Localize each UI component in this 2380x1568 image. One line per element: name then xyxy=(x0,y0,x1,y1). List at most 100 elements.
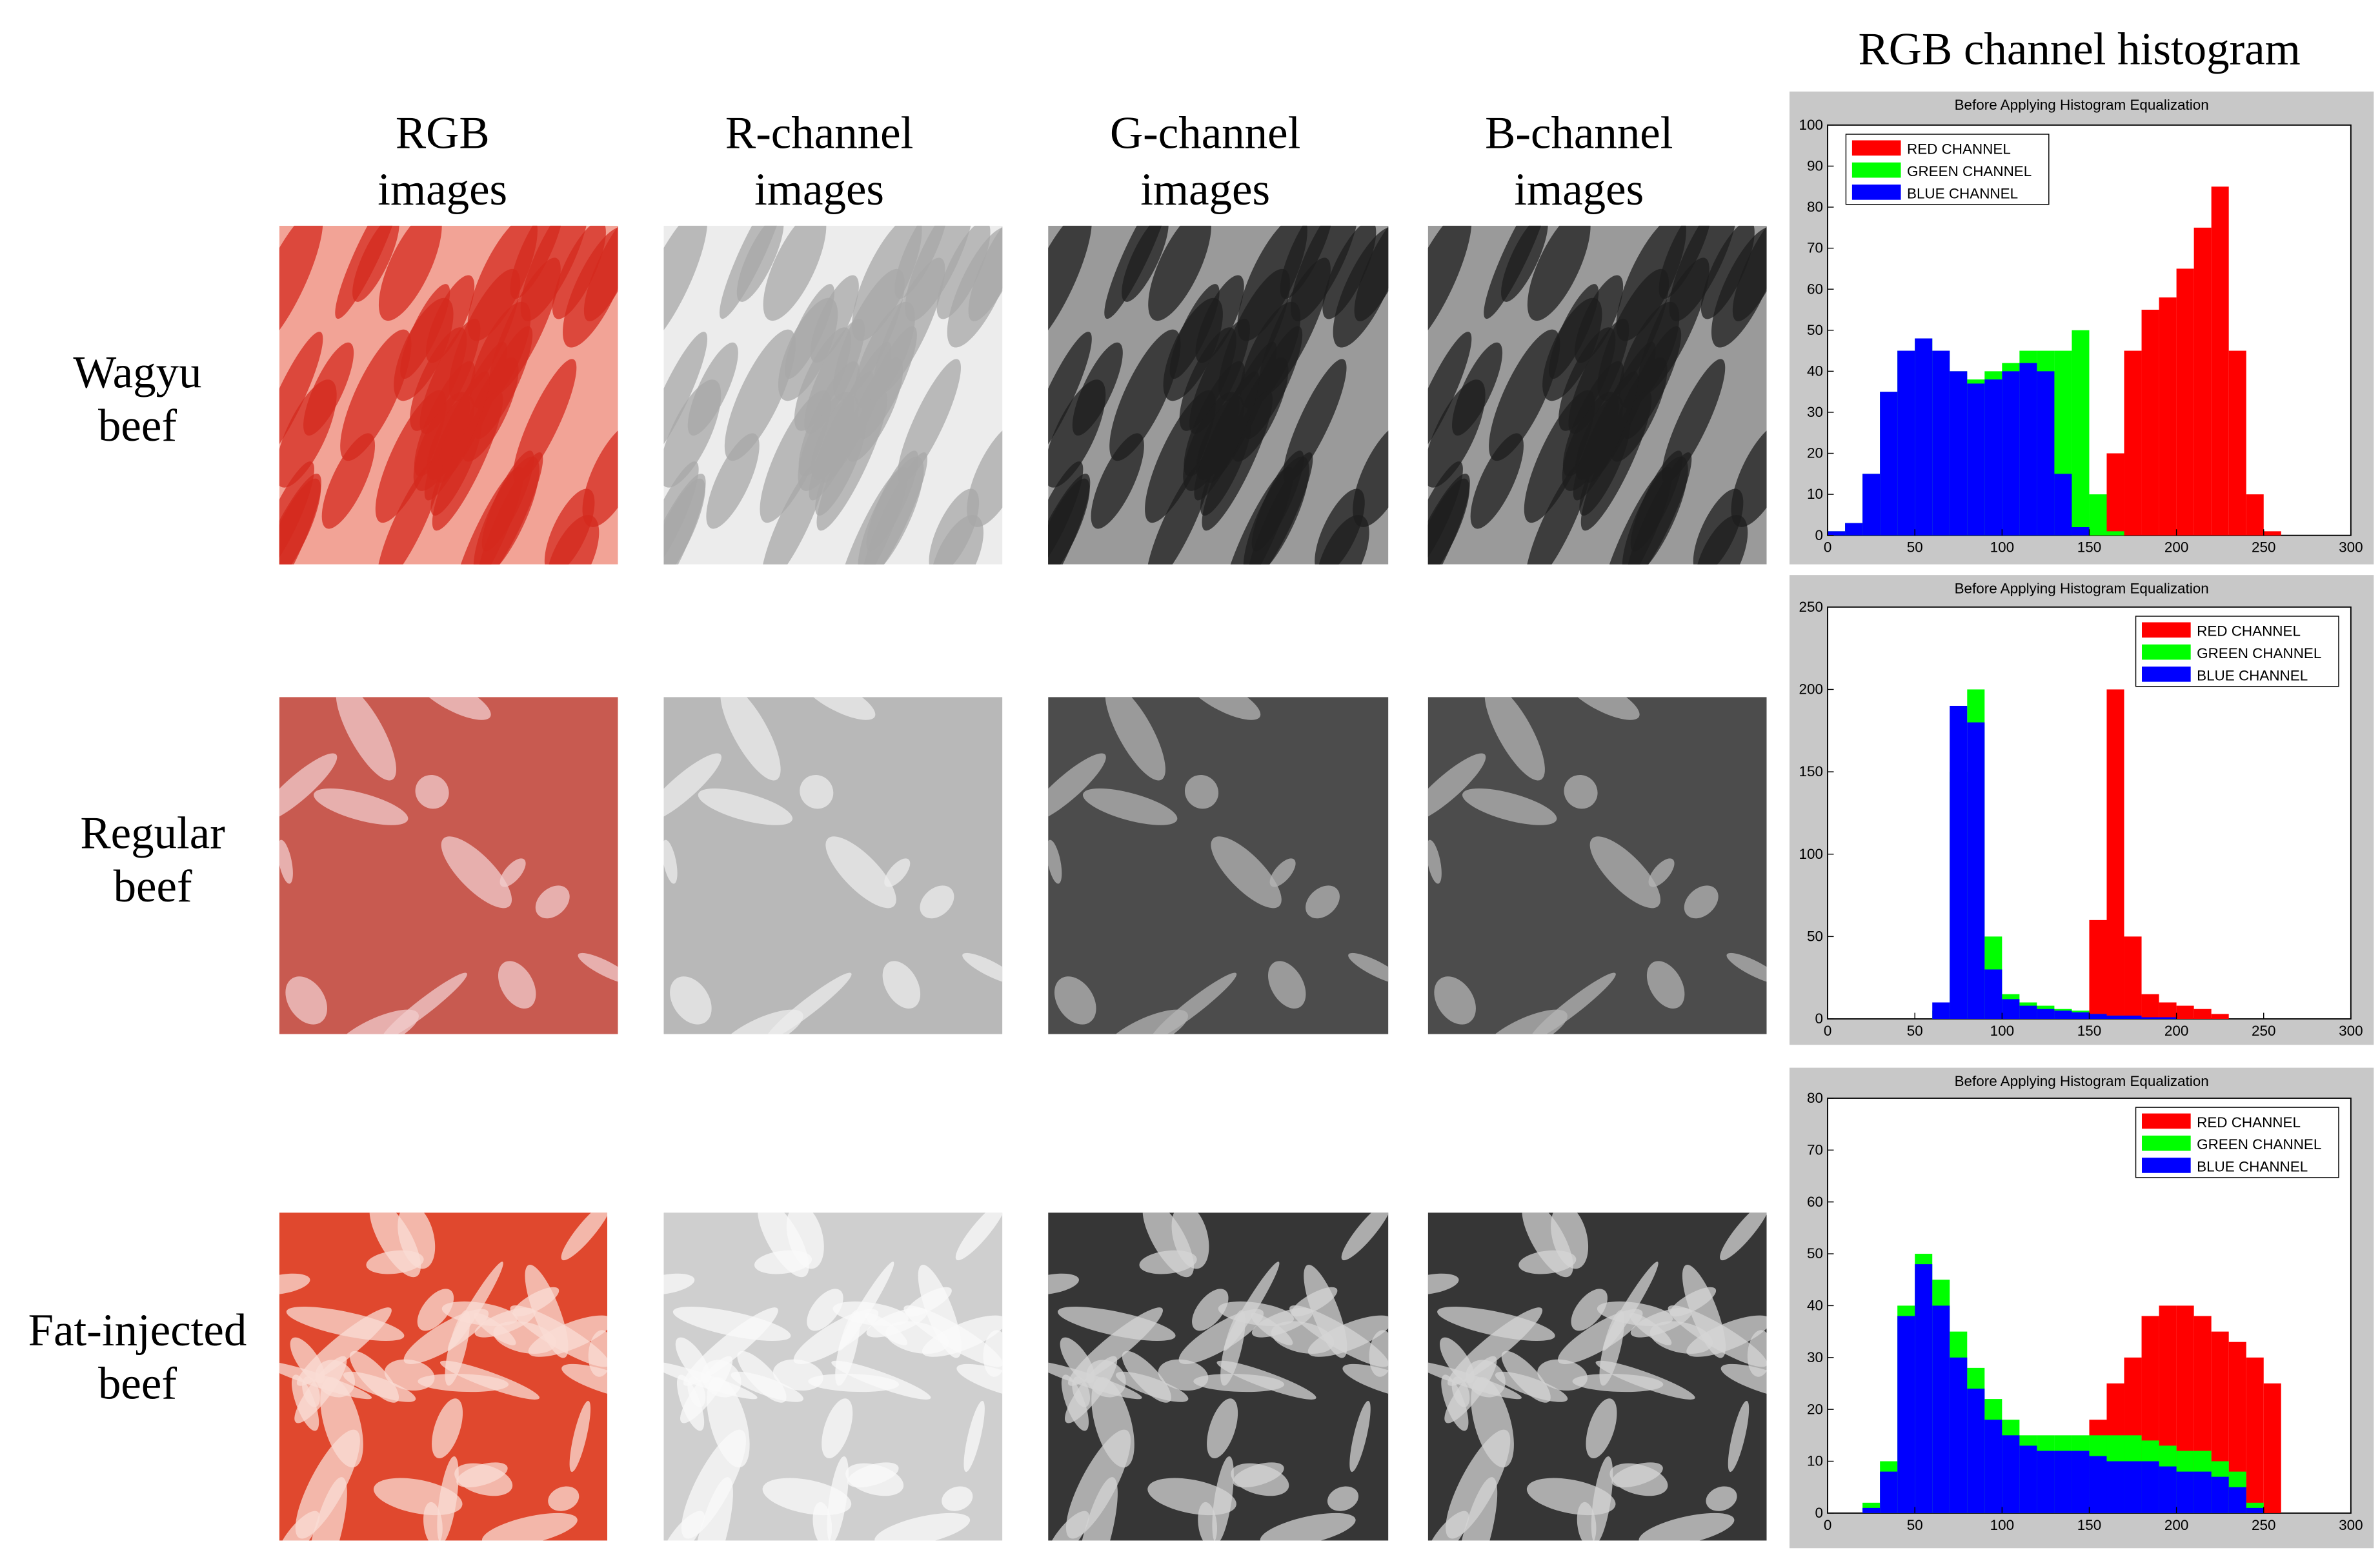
texture xyxy=(1216,1360,1316,1400)
texture xyxy=(1048,332,1092,462)
bar xyxy=(2124,1015,2142,1020)
texture xyxy=(962,952,1003,984)
texture xyxy=(758,1212,809,1278)
bar xyxy=(1984,969,2002,1020)
bar xyxy=(2054,1451,2072,1513)
texture xyxy=(1054,976,1096,1025)
texture xyxy=(415,774,449,809)
bar xyxy=(2159,297,2177,536)
texture xyxy=(1529,972,1616,1034)
bar xyxy=(2019,1005,2037,1020)
bar xyxy=(2193,1471,2212,1513)
texture xyxy=(882,961,921,1009)
bar xyxy=(2228,1487,2246,1513)
bar xyxy=(2141,309,2159,536)
beef-image xyxy=(1048,697,1389,1034)
legend-label: BLUE CHANNEL xyxy=(2197,1158,2308,1174)
bar xyxy=(2159,1002,2177,1020)
x-tick-label: 50 xyxy=(1907,1023,1923,1039)
texture xyxy=(1427,332,1472,462)
x-tick-label: 50 xyxy=(1907,1517,1923,1533)
texture xyxy=(1732,225,1767,321)
image-base xyxy=(663,697,1003,1034)
texture xyxy=(1158,1359,1209,1391)
bar xyxy=(2089,494,2107,536)
texture xyxy=(1471,1377,1514,1468)
texture xyxy=(692,1477,733,1541)
texture xyxy=(1122,225,1169,302)
texture xyxy=(794,327,852,431)
chart-title: Before Applying Histogram Equalization xyxy=(1955,97,2209,113)
legend-label: RED CHANNEL xyxy=(2197,1114,2301,1131)
bar xyxy=(2037,1009,2055,1020)
column-header: images xyxy=(1140,165,1270,215)
texture xyxy=(1048,225,1092,352)
texture xyxy=(905,1287,952,1317)
y-tick-label: 70 xyxy=(1807,1141,1823,1158)
bar xyxy=(2211,1014,2229,1020)
texture xyxy=(352,225,399,302)
texture xyxy=(1342,1363,1389,1400)
texture xyxy=(762,1478,852,1516)
bar xyxy=(2106,1015,2124,1020)
texture xyxy=(1427,1511,1469,1541)
texture xyxy=(793,1309,879,1365)
texture xyxy=(1501,225,1548,302)
bar xyxy=(2159,1017,2177,1020)
texture xyxy=(698,788,793,825)
beef-image xyxy=(279,697,618,1034)
image-base xyxy=(279,697,618,1034)
texture xyxy=(1243,456,1309,565)
texture xyxy=(874,1513,971,1541)
texture xyxy=(884,858,911,887)
bar xyxy=(2141,994,2159,1020)
texture xyxy=(1048,1511,1089,1541)
legend-swatch xyxy=(2142,1158,2191,1173)
texture xyxy=(1048,753,1106,823)
beef-image xyxy=(1427,1212,1767,1541)
bar xyxy=(2072,1012,2090,1020)
texture xyxy=(467,225,538,341)
texture xyxy=(548,1486,580,1511)
y-tick-label: 250 xyxy=(1799,599,1823,615)
texture xyxy=(303,342,354,436)
texture xyxy=(1427,225,1472,352)
bar xyxy=(1950,1357,1968,1513)
bar xyxy=(1845,523,1863,536)
texture xyxy=(1537,1359,1588,1391)
bar xyxy=(1897,350,1915,536)
texture xyxy=(663,1273,695,1295)
texture xyxy=(1147,1478,1236,1516)
bar xyxy=(2193,1009,2212,1020)
texture xyxy=(1694,515,1748,565)
texture xyxy=(1260,1513,1356,1541)
x-tick-label: 150 xyxy=(2077,539,2101,556)
y-tick-label: 20 xyxy=(1807,1401,1823,1417)
texture xyxy=(384,1359,435,1391)
texture xyxy=(1291,1287,1338,1317)
texture xyxy=(663,332,708,462)
texture xyxy=(1648,858,1675,887)
beef-image xyxy=(1048,1212,1389,1541)
texture xyxy=(1427,1361,1522,1400)
y-tick-label: 10 xyxy=(1807,1453,1823,1469)
texture xyxy=(822,1398,853,1459)
legend-swatch xyxy=(1851,140,1901,156)
legend-label: GREEN CHANNEL xyxy=(2197,1136,2321,1152)
bar xyxy=(2089,1014,2107,1020)
row-label: beef xyxy=(114,861,192,912)
x-tick-label: 100 xyxy=(1990,1517,2014,1533)
texture xyxy=(1057,1307,1176,1342)
bar xyxy=(2176,268,2194,536)
legend-label: BLUE CHANNEL xyxy=(2197,667,2308,683)
texture xyxy=(582,422,618,527)
chart-title: Before Applying Histogram Equalization xyxy=(1955,1073,2209,1089)
texture xyxy=(1192,1289,1229,1331)
texture xyxy=(1151,972,1237,1034)
texture xyxy=(381,972,467,1034)
texture xyxy=(369,1212,421,1278)
bar xyxy=(1828,531,1846,536)
y-tick-label: 70 xyxy=(1807,240,1823,256)
legend-swatch xyxy=(1851,185,1901,200)
